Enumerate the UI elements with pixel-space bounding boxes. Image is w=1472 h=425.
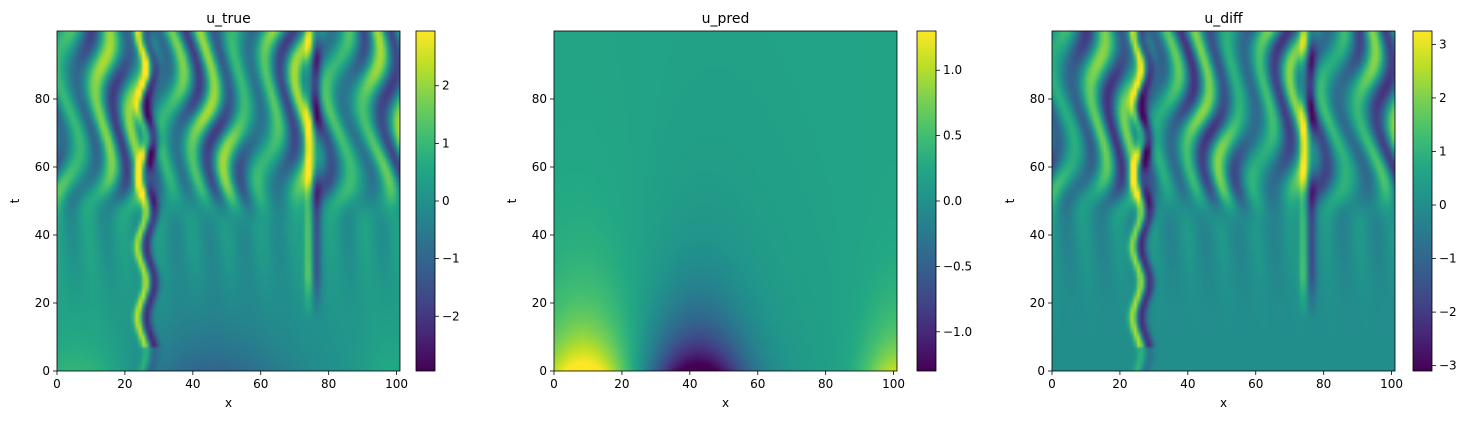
chart-title: u_diff	[1204, 11, 1243, 27]
x-tick-label: 0	[1048, 377, 1056, 391]
colorbar-tick-label: 1.0	[943, 63, 962, 77]
x-tick-label: 100	[385, 377, 408, 391]
colorbar-tick-label: 2	[1439, 91, 1447, 105]
colorbar-tick-label: 0.0	[943, 194, 962, 208]
y-tick-label: 80	[35, 92, 50, 106]
axes-frame	[553, 30, 898, 372]
y-tick-label: 60	[35, 160, 50, 174]
chart-panel-u_true: u_true 0 20 40 60 80 100 0 20 40 60 80 x t −2 −1 0 1 2	[8, 11, 460, 410]
x-tick-label: 40	[682, 377, 697, 391]
colorbar-tick-label: 0	[442, 194, 450, 208]
x-axis-label: x	[722, 396, 729, 410]
x-tick-label: 20	[614, 377, 629, 391]
heatmap-image	[554, 31, 897, 371]
colorbar-tick-label: −0.5	[943, 259, 972, 273]
y-tick-label: 60	[532, 160, 547, 174]
colorbar	[415, 30, 436, 372]
x-tick-label: 80	[1316, 377, 1331, 391]
x-tick-label: 60	[1248, 377, 1263, 391]
axes-frame	[1051, 30, 1396, 372]
x-tick-label: 100	[1380, 377, 1403, 391]
heatmap-image	[57, 31, 400, 371]
heatmap-image	[1052, 31, 1395, 371]
colorbar-tick-label: 2	[442, 79, 450, 93]
y-tick-label: 60	[1030, 160, 1045, 174]
x-tick-label: 0	[53, 377, 61, 391]
colorbar-tick-label: −3	[1439, 359, 1457, 373]
y-axis-label: t	[1003, 198, 1017, 203]
x-tick-label: 20	[1112, 377, 1127, 391]
y-tick-label: 20	[1030, 296, 1045, 310]
x-tick-label: 20	[117, 377, 132, 391]
x-tick-label: 80	[818, 377, 833, 391]
colorbar-tick-label: −1	[1439, 252, 1457, 266]
y-tick-label: 40	[35, 228, 50, 242]
x-tick-label: 0	[550, 377, 558, 391]
x-tick-label: 80	[321, 377, 336, 391]
colorbar-tick-label: −1	[442, 252, 460, 266]
y-tick-label: 20	[35, 296, 50, 310]
y-tick-label: 0	[539, 364, 547, 378]
chart-panel-u_diff: u_diff 0 20 40 60 80 100 0 20 40 60 80 x t −3 −2 −1 0 1 2 3	[1003, 11, 1457, 410]
x-tick-label: 60	[750, 377, 765, 391]
colorbar-tick-label: −2	[442, 309, 460, 323]
x-tick-label: 60	[253, 377, 268, 391]
colorbar-tick-label: 0	[1439, 198, 1447, 212]
colorbar	[1412, 30, 1433, 372]
colorbar-tick-label: 1	[442, 136, 450, 150]
colorbar-tick-label: 1	[1439, 144, 1447, 158]
chart-title: u_pred	[702, 11, 750, 27]
y-axis-label: t	[8, 198, 22, 203]
y-tick-label: 0	[42, 364, 50, 378]
y-tick-label: 40	[532, 228, 547, 242]
y-axis-label: t	[505, 198, 519, 203]
x-axis-label: x	[225, 396, 232, 410]
chart-panel-u_pred: u_pred 0 20 40 60 80 100 0 20 40 60 80 x t −1.0 −0.5 0.0…	[505, 11, 972, 410]
chart-title: u_true	[206, 11, 251, 27]
y-tick-label: 40	[1030, 228, 1045, 242]
colorbar-tick-label: 0.5	[943, 129, 962, 143]
colorbar-tick-label: −2	[1439, 305, 1457, 319]
x-axis-label: x	[1220, 396, 1227, 410]
x-tick-label: 40	[185, 377, 200, 391]
y-tick-label: 80	[1030, 92, 1045, 106]
x-tick-label: 40	[1180, 377, 1195, 391]
y-tick-label: 0	[1037, 364, 1045, 378]
axes-frame	[56, 30, 401, 372]
y-tick-label: 80	[532, 92, 547, 106]
y-tick-label: 20	[532, 296, 547, 310]
colorbar-tick-label: 3	[1439, 37, 1447, 51]
colorbar-tick-label: −1.0	[943, 325, 972, 339]
x-tick-label: 100	[882, 377, 905, 391]
colorbar	[916, 30, 937, 372]
